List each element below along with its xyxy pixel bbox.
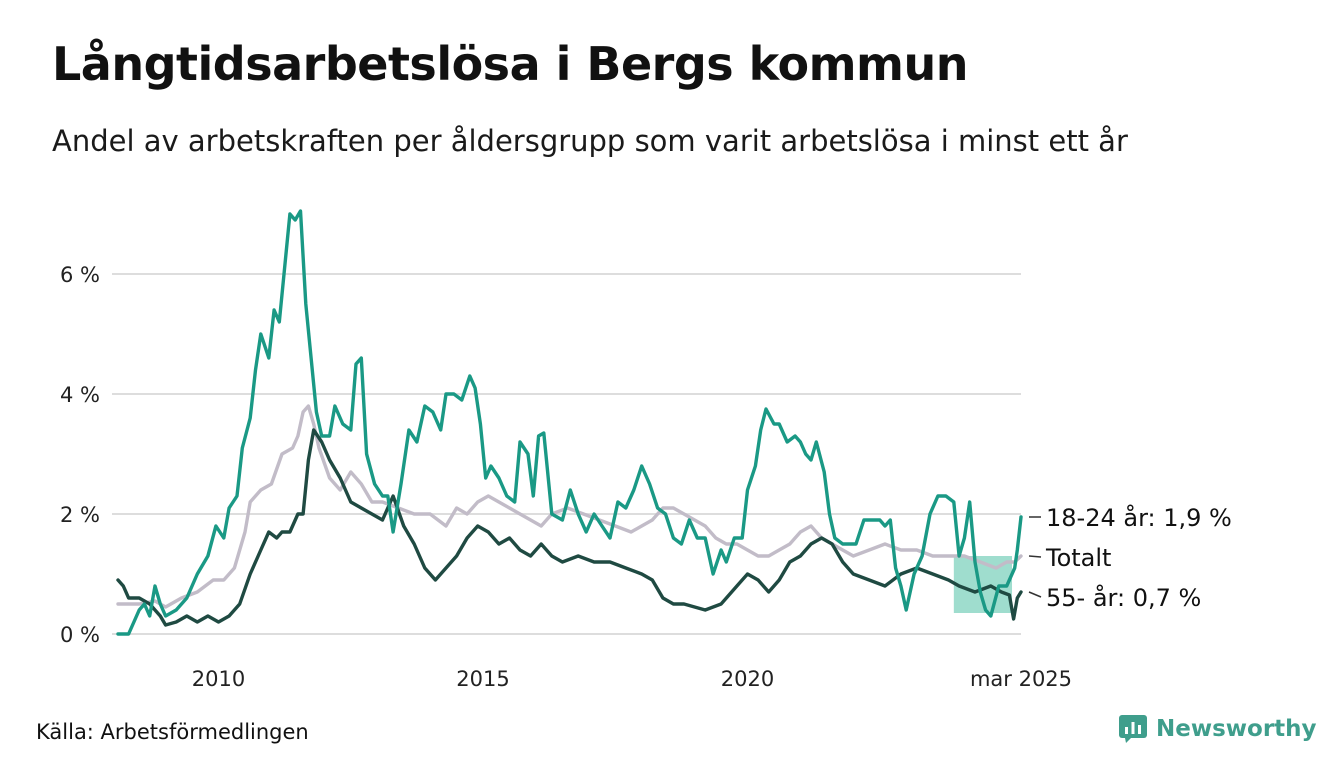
brand-logo: Newsworthy [1118, 714, 1317, 744]
x-axis: 2010 2015 2020 mar 2025 [192, 667, 1072, 691]
chart-title: Långtidsarbetslösa i Bergs kommun [52, 37, 969, 91]
series-lines [116, 209, 1023, 636]
y-tick-label: 0 % [60, 623, 100, 647]
y-axis: 0 % 2 % 4 % 6 % [60, 263, 100, 647]
chart-subtitle: Andel av arbetskraften per åldersgrupp s… [52, 124, 1128, 158]
gridlines [112, 273, 1021, 635]
source-note: Källa: Arbetsförmedlingen [36, 720, 309, 744]
end-label-old: 55- år: 0,7 % [1046, 583, 1201, 612]
series-line-old [116, 428, 1023, 627]
x-tick-label: 2010 [192, 667, 245, 691]
y-tick-label: 4 % [60, 383, 100, 407]
newsworthy-icon [1119, 715, 1147, 743]
series-line-young [116, 209, 1023, 636]
x-tick-label: 2020 [721, 667, 774, 691]
y-tick-label: 6 % [60, 263, 100, 287]
end-label-leader [1028, 555, 1042, 558]
x-tick-label: mar 2025 [970, 667, 1072, 691]
x-tick-label: 2015 [456, 667, 509, 691]
end-label-leader [1028, 591, 1042, 598]
end-label-young: 18-24 år: 1,9 % [1046, 503, 1232, 532]
brand-name: Newsworthy [1156, 716, 1317, 742]
end-labels: 18-24 år: 1,9 % Totalt 55- år: 0,7 % [1028, 503, 1232, 612]
y-tick-label: 2 % [60, 503, 100, 527]
end-label-total: Totalt [1045, 544, 1111, 572]
series-line-total [116, 404, 1023, 609]
